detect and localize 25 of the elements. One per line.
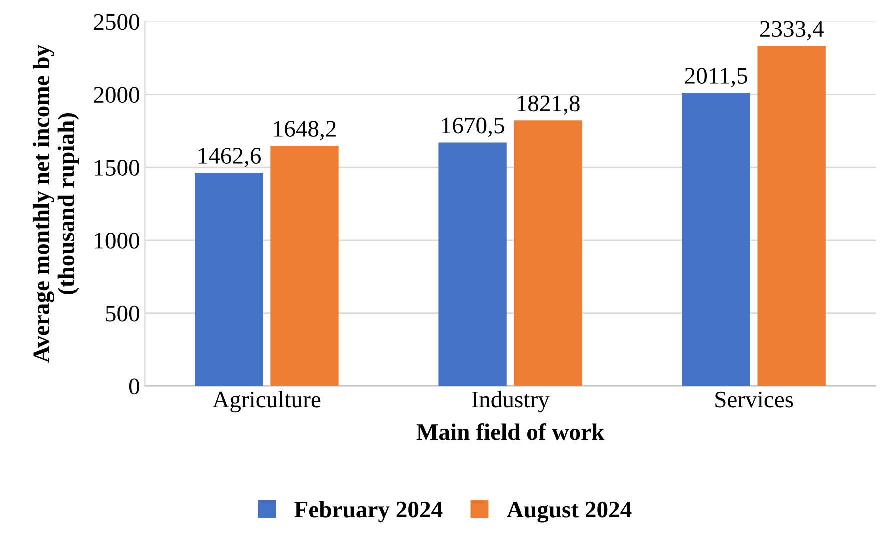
bar bbox=[514, 120, 582, 386]
data-label: 2011,5 bbox=[685, 68, 748, 88]
bar bbox=[270, 146, 339, 386]
y-tick-label: 500 bbox=[106, 306, 140, 322]
x-axis-title: Main field of work bbox=[416, 423, 605, 440]
data-label: 1821,8 bbox=[518, 96, 580, 116]
x-tick-label: Agriculture bbox=[212, 391, 321, 413]
legend-label: August 2024 bbox=[507, 502, 632, 523]
y-tick-label: 0 bbox=[129, 378, 140, 395]
y-tick-label: 1000 bbox=[95, 232, 140, 249]
y-axis-title: Average monthly net income by (thousand rupiah) bbox=[32, 45, 80, 363]
bar bbox=[758, 46, 826, 386]
y-tick-label: 2500 bbox=[94, 14, 140, 30]
x-tick-label: Services bbox=[716, 392, 794, 408]
data-label: 1462,6 bbox=[198, 148, 262, 168]
data-label: 1648,2 bbox=[274, 121, 336, 140]
data-label: 2333,4 bbox=[760, 21, 824, 40]
bar bbox=[682, 92, 750, 386]
x-tick-label: Industry bbox=[472, 391, 550, 413]
legend-label: February 2024 bbox=[294, 501, 443, 523]
y-tick-label: 2000 bbox=[94, 87, 140, 104]
data-label: 1670,5 bbox=[442, 118, 504, 138]
y-tick-label: 1500 bbox=[95, 160, 140, 176]
bar bbox=[195, 173, 264, 386]
bar bbox=[438, 142, 507, 386]
